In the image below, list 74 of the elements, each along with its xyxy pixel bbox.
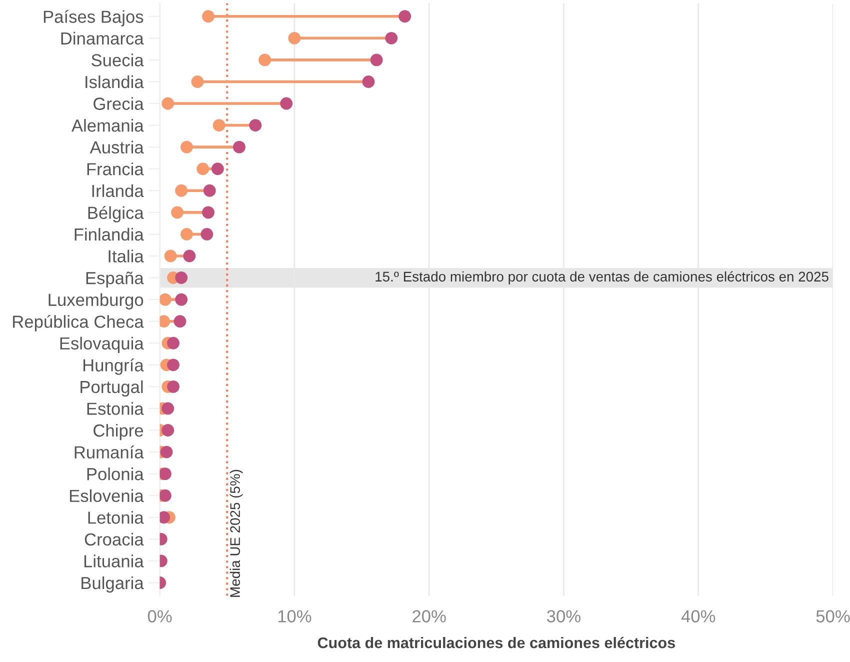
point [160,315,170,328]
x-tick-label: 30% [547,610,580,622]
y-tick-label: República Checa [13,314,144,332]
point [175,184,188,197]
point [362,76,375,88]
band-label: 15.º Estado miembro por cuota de ventas de camiones eléctricos en 2025 [376,271,828,284]
y-tick-label: Austria [90,140,144,154]
x-tick-label: 10% [278,610,312,622]
y-tick-label: Grecia [94,97,144,110]
point [167,380,180,393]
y-tick-label: Bélgica [88,206,144,222]
ref-line-label: Media UE 2025 (5%) [230,470,243,597]
point [233,140,246,154]
point [175,293,188,306]
point [203,184,216,197]
point [160,293,172,306]
y-tick-label: Lituania [84,554,144,568]
point [175,272,188,284]
point [202,10,214,23]
y-tick-label: Suecia [92,54,144,66]
y-tick-label: Dinamarca [61,32,144,45]
point [258,54,272,66]
point [200,228,214,240]
point [212,119,226,132]
x-tick-label: 40% [681,610,716,622]
y-tick-label: Alemania [71,119,144,132]
point [288,32,301,44]
y-tick-label: Letonia [88,511,144,524]
point [180,228,193,240]
point [211,162,224,176]
y-tick-label: Irlanda [92,184,144,198]
y-tick-label: Polonia [87,468,144,480]
y-tick-label: Italia [108,250,144,262]
point [183,250,196,262]
point [160,511,170,524]
point [160,446,173,458]
point [160,489,172,502]
y-tick-label: Islandia [86,75,144,88]
x-tick-label: 0% [148,610,172,622]
y-tick-label: Luxemburgo [48,293,144,310]
x-tick-label: 50% [816,610,850,622]
y-tick-label: Hungría [83,358,144,375]
y-tick-label: Eslovaquia [60,336,144,354]
point [162,402,174,415]
point [398,10,412,23]
x-tick-label: 20% [412,610,446,622]
y-tick-label: Bulgaria [82,576,144,593]
y-tick-label: Rumanía [74,446,144,458]
point [171,206,184,219]
y-tick-label: Chipre [94,424,144,440]
point [164,250,177,262]
point [174,315,186,328]
point [249,119,262,132]
point [191,76,204,88]
y-tick-label: Croacia [84,532,144,546]
x-axis-title: Cuota de matriculaciones de camiones eléctricos [318,636,675,648]
point [162,97,174,110]
point [180,140,193,154]
y-tick-label: Francia [87,162,144,176]
point [162,424,174,436]
y-tick-label: España [86,272,144,288]
point [196,162,210,176]
y-tick-label: Estonia [87,402,144,415]
point [370,54,383,66]
point [167,336,180,350]
point [280,97,293,110]
y-tick-label: Países Bajos [44,10,144,26]
point [202,206,214,219]
point [167,358,180,372]
y-tick-label: Eslovenia [70,489,144,502]
point [385,32,398,44]
point [160,468,172,480]
y-tick-label: Finlandia [74,228,144,241]
y-tick-label: Portugal [80,380,143,397]
